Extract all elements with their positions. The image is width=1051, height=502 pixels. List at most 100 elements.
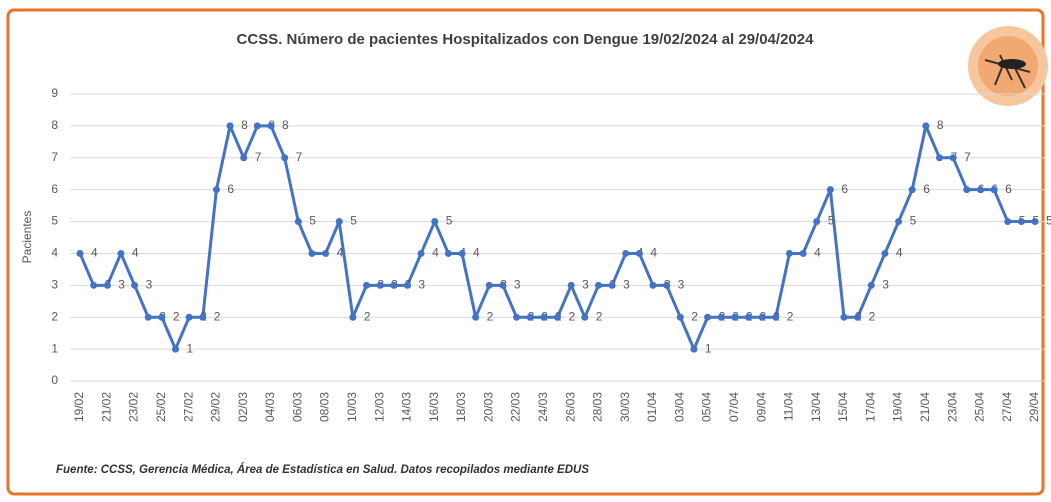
data-label: 2 — [214, 309, 221, 323]
data-label: 1 — [187, 341, 194, 355]
x-tick-label: 19/04 — [891, 392, 905, 422]
data-point — [308, 249, 316, 257]
x-tick-label: 11/04 — [782, 392, 796, 421]
data-point — [1031, 218, 1039, 226]
data-label: 5 — [350, 214, 357, 228]
data-label: 3 — [146, 278, 153, 292]
x-tick-label: 07/04 — [727, 392, 741, 422]
x-tick-label: 21/04 — [918, 392, 932, 422]
y-tick-label: 7 — [51, 150, 58, 164]
data-label: 6 — [923, 182, 930, 196]
data-point — [499, 281, 507, 289]
data-label: 7 — [964, 150, 971, 164]
frame — [6, 8, 1045, 496]
data-point — [526, 313, 534, 321]
data-point — [131, 281, 139, 289]
data-point — [253, 122, 261, 130]
x-tick-label: 26/03 — [563, 392, 577, 422]
x-tick-label: 27/02 — [181, 392, 195, 422]
data-point — [799, 249, 807, 257]
data-point — [676, 313, 684, 321]
x-tick-label: 29/02 — [209, 392, 223, 422]
data-label: 8 — [937, 118, 944, 132]
data-label: 2 — [173, 309, 180, 323]
y-tick-label: 6 — [51, 182, 58, 196]
data-label: 3 — [418, 278, 425, 292]
data-point — [826, 186, 834, 194]
data-label: 2 — [596, 309, 603, 323]
mosquito-icon — [968, 26, 1048, 106]
x-tick-label: 04/03 — [263, 392, 277, 422]
y-tick-label: 0 — [51, 373, 58, 387]
y-tick-label: 4 — [51, 246, 58, 260]
data-point — [635, 249, 643, 257]
data-label: 5 — [910, 214, 917, 228]
x-tick-label: 25/04 — [973, 392, 987, 422]
data-label: 6 — [1005, 182, 1012, 196]
data-point — [513, 313, 521, 321]
data-point — [540, 313, 548, 321]
data-label: 3 — [582, 278, 589, 292]
x-tick-label: 08/03 — [318, 392, 332, 422]
data-point — [1017, 218, 1025, 226]
data-point — [281, 154, 289, 162]
data-point — [322, 249, 330, 257]
data-point — [158, 313, 166, 321]
data-label: 5 — [1046, 214, 1051, 228]
x-tick-label: 14/03 — [400, 392, 414, 422]
y-tick-label: 8 — [51, 118, 58, 132]
x-tick-label: 21/02 — [99, 392, 113, 422]
data-point — [240, 154, 248, 162]
x-tick-label: 13/04 — [809, 392, 823, 422]
data-label: 2 — [787, 309, 794, 323]
data-label: 2 — [869, 309, 876, 323]
data-label: 2 — [364, 309, 371, 323]
x-tick-label: 18/03 — [454, 392, 468, 422]
y-tick-label: 1 — [51, 341, 58, 355]
data-point — [785, 249, 793, 257]
data-point — [376, 281, 384, 289]
data-label: 5 — [828, 214, 835, 228]
data-point — [458, 249, 466, 257]
data-label: 1 — [705, 341, 712, 355]
data-point — [363, 281, 370, 289]
data-point — [226, 122, 234, 130]
data-point — [608, 281, 616, 289]
data-label: 4 — [337, 246, 344, 260]
data-point — [212, 186, 220, 194]
x-tick-label: 29/04 — [1027, 392, 1041, 422]
x-tick-label: 19/02 — [72, 392, 86, 422]
data-label: 3 — [623, 278, 630, 292]
data-point — [854, 313, 862, 321]
data-point — [758, 313, 766, 321]
x-tick-label: 02/03 — [236, 392, 250, 422]
data-point — [185, 313, 193, 321]
data-point — [840, 313, 848, 321]
data-label: 5 — [446, 214, 453, 228]
data-point — [349, 313, 357, 321]
data-point — [431, 218, 439, 226]
y-tick-label: 5 — [51, 214, 58, 228]
data-point — [390, 281, 398, 289]
data-point — [417, 249, 425, 257]
data-point — [908, 186, 916, 194]
data-point — [663, 281, 671, 289]
data-point — [922, 122, 930, 130]
data-point — [567, 281, 575, 289]
x-tick-label: 03/04 — [672, 392, 686, 422]
data-point — [594, 281, 602, 289]
x-tick-label: 23/02 — [127, 392, 141, 422]
y-tick-label: 9 — [51, 86, 58, 100]
data-point — [403, 281, 411, 289]
data-point — [172, 345, 179, 353]
data-point — [772, 313, 780, 321]
data-point — [581, 313, 589, 321]
data-label: 4 — [896, 246, 903, 260]
data-label: 4 — [814, 246, 821, 260]
data-label: 6 — [841, 182, 848, 196]
x-tick-label: 06/03 — [290, 392, 304, 422]
data-label: 6 — [227, 182, 234, 196]
x-tick-label: 12/03 — [372, 392, 386, 422]
data-point — [103, 281, 111, 289]
